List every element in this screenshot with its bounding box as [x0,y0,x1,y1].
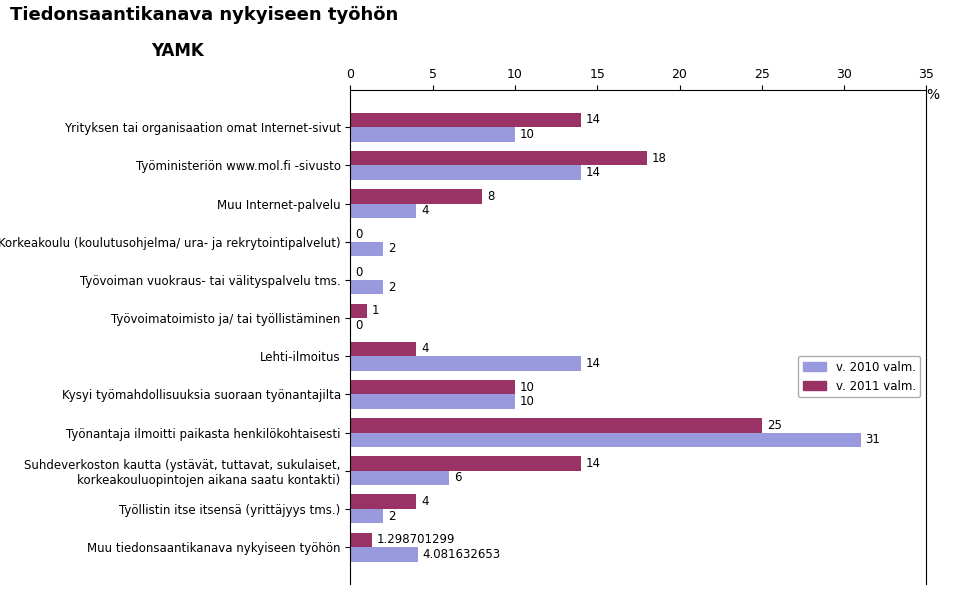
Text: 4: 4 [421,495,429,508]
Text: 2: 2 [388,243,396,255]
Bar [350,456,581,471]
Text: 25: 25 [767,419,781,432]
Text: 0: 0 [355,266,363,279]
Text: 0: 0 [355,228,363,241]
Text: 14: 14 [586,357,601,370]
Text: 8: 8 [487,190,494,203]
Bar [350,432,860,447]
Text: 6: 6 [454,471,462,485]
Bar [350,471,449,485]
Text: 0: 0 [355,319,363,332]
Text: 2: 2 [388,281,396,294]
Bar [350,280,383,294]
Bar [350,113,581,127]
Bar [350,151,647,166]
Text: 4: 4 [421,204,429,217]
Text: Tiedonsaantikanava nykyiseen työhön: Tiedonsaantikanava nykyiseen työhön [10,6,397,24]
Text: 1: 1 [372,304,379,317]
Text: %: % [926,88,940,102]
Bar [350,342,417,356]
Text: 14: 14 [586,114,601,126]
Text: 18: 18 [652,152,666,165]
Text: 14: 14 [586,166,601,179]
Text: 10: 10 [520,395,535,408]
Text: 2: 2 [388,509,396,523]
Bar [350,127,515,141]
Bar [350,189,482,203]
Text: 31: 31 [866,433,880,446]
Text: YAMK: YAMK [152,42,204,60]
Bar [350,547,418,562]
Bar [350,380,515,394]
Text: 10: 10 [520,380,535,394]
Bar [350,394,515,409]
Bar [350,533,372,547]
Bar [350,166,581,180]
Text: 4.081632653: 4.081632653 [422,548,500,560]
Bar [350,494,417,509]
Bar [350,303,367,318]
Legend: v. 2010 valm., v. 2011 valm.: v. 2010 valm., v. 2011 valm. [798,356,921,397]
Bar [350,242,383,256]
Bar [350,418,762,432]
Text: 1.298701299: 1.298701299 [376,533,455,546]
Bar [350,356,581,371]
Text: 10: 10 [520,128,535,141]
Text: 4: 4 [421,343,429,355]
Bar [350,203,417,218]
Bar [350,509,383,523]
Text: 14: 14 [586,457,601,470]
